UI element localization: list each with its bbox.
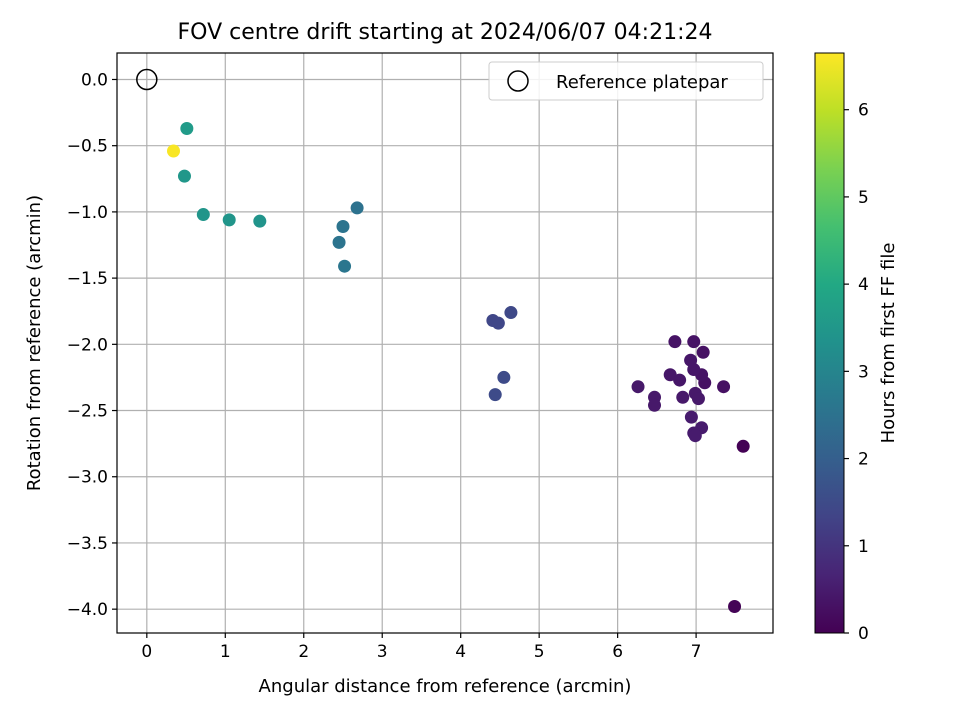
colorbar-tick-label: 1 [858, 537, 869, 557]
data-point [177, 169, 191, 183]
colorbar-tick-label: 0 [858, 624, 869, 644]
grid-lines [117, 53, 773, 633]
data-point [488, 388, 502, 402]
y-tick-label: −2.5 [67, 402, 108, 422]
x-tick-label: 5 [534, 642, 545, 662]
x-tick-label: 7 [691, 642, 702, 662]
plot-frame [116, 52, 774, 634]
y-tick-label: −3.5 [67, 534, 108, 554]
data-point [491, 316, 505, 330]
data-point [736, 439, 750, 453]
data-point [684, 410, 698, 424]
legend-label: Reference platepar [556, 72, 728, 93]
y-axis-ticks: 0.0 −0.5 −1.0 −1.5 −2.0 −2.5 −3.0 −3.5 −4.0 [67, 70, 117, 620]
data-point [631, 380, 645, 394]
data-point [222, 213, 236, 227]
data-point [717, 380, 731, 394]
data-point [676, 390, 690, 404]
y-tick-label: −3.0 [67, 468, 108, 488]
data-point [166, 144, 180, 158]
data-points [136, 68, 750, 614]
x-tick-label: 1 [220, 642, 231, 662]
chart-title: FOV centre drift starting at 2024/06/07 … [178, 20, 713, 45]
plot-area [117, 53, 773, 633]
data-point [687, 362, 701, 376]
data-point [696, 345, 710, 359]
data-point [673, 373, 687, 387]
colorbar-tick-label: 3 [858, 362, 869, 382]
x-tick-label: 4 [455, 642, 466, 662]
data-point [648, 398, 662, 412]
x-tick-label: 2 [298, 642, 309, 662]
x-tick-label: 6 [612, 642, 623, 662]
data-point [350, 201, 364, 215]
y-tick-label: −1.5 [67, 269, 108, 289]
data-point [687, 335, 701, 349]
data-point [668, 335, 682, 349]
y-tick-label: −1.0 [67, 203, 108, 223]
data-point [336, 219, 350, 233]
data-point [688, 429, 702, 443]
colorbar: 0 1 2 3 4 5 6 Hours from first FF file [814, 52, 899, 644]
y-tick-label: 0.0 [81, 70, 108, 90]
colorbar-tick-label: 6 [858, 101, 869, 121]
colorbar-tick-label: 2 [858, 450, 869, 470]
colorbar-tick-label: 5 [858, 188, 869, 208]
legend-box [488, 61, 764, 101]
x-axis-ticks: 0 1 2 3 4 5 6 7 [141, 633, 702, 662]
colorbar-gradient [814, 52, 845, 634]
data-point [497, 370, 511, 384]
data-point [691, 392, 705, 406]
legend-marker [507, 70, 529, 92]
reference-platepar-marker [136, 68, 158, 91]
data-point [253, 214, 267, 228]
y-tick-label: −2.0 [67, 335, 108, 355]
data-point [504, 306, 518, 320]
y-tick-label: −0.5 [67, 137, 108, 157]
x-tick-label: 0 [141, 642, 152, 662]
colorbar-label: Hours from first FF file [878, 243, 899, 444]
colorbar-ticks: 0 1 2 3 4 5 6 [844, 101, 869, 644]
data-point [180, 121, 194, 135]
data-point [332, 235, 346, 249]
data-point [196, 208, 210, 222]
data-point [338, 259, 352, 273]
x-axis-label: Angular distance from reference (arcmin) [259, 676, 632, 697]
x-tick-label: 3 [377, 642, 388, 662]
colorbar-tick-label: 4 [858, 275, 869, 295]
y-tick-label: −4.0 [67, 600, 108, 620]
y-axis-label: Rotation from reference (arcmin) [24, 195, 45, 491]
legend: Reference platepar [488, 61, 764, 101]
data-point [728, 600, 742, 614]
